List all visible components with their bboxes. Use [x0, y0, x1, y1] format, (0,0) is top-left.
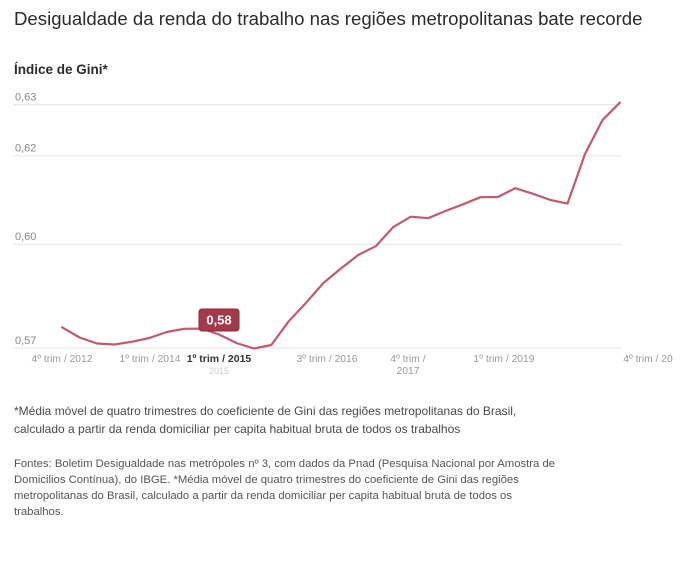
svg-text:1º trim / 2014: 1º trim / 2014	[120, 354, 181, 365]
svg-text:3º trim / 2016: 3º trim / 2016	[297, 354, 358, 365]
svg-text:2015: 2015	[209, 366, 229, 376]
svg-text:0,60: 0,60	[15, 231, 36, 243]
svg-text:4º trim / 20: 4º trim / 20	[623, 354, 673, 365]
svg-text:1º trim / 2019: 1º trim / 2019	[474, 354, 535, 365]
svg-text:2017: 2017	[397, 366, 420, 377]
svg-text:1º trim / 2015: 1º trim / 2015	[187, 353, 252, 365]
svg-text:4º trim /: 4º trim /	[390, 354, 425, 365]
svg-text:0,57: 0,57	[15, 335, 36, 347]
svg-text:4º trim / 2012: 4º trim / 2012	[32, 354, 93, 365]
svg-text:0,63: 0,63	[15, 92, 36, 104]
svg-text:0,58: 0,58	[206, 313, 231, 328]
svg-text:0,62: 0,62	[15, 143, 36, 155]
